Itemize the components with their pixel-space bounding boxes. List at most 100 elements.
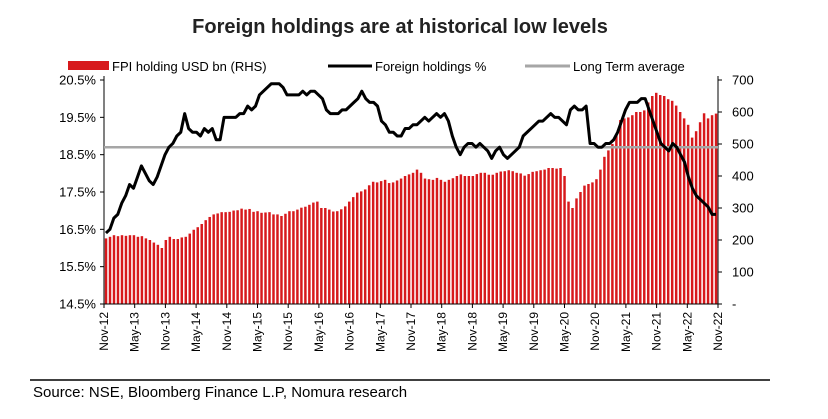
fpi-bar xyxy=(324,208,327,304)
fpi-bar xyxy=(523,175,526,304)
fpi-bar xyxy=(447,179,451,304)
fpi-bar xyxy=(627,117,630,304)
legend-label-fpi: FPI holding USD bn (RHS) xyxy=(112,59,267,74)
x-tick-label: Nov-21 xyxy=(650,312,664,351)
x-tick-label: Nov-17 xyxy=(404,312,418,351)
fpi-bar xyxy=(467,176,471,304)
fpi-bar xyxy=(132,235,136,304)
fpi-bar xyxy=(507,170,510,304)
x-tick-label: May-13 xyxy=(128,312,142,352)
x-tick-label: Nov-16 xyxy=(343,312,357,351)
x-tick-label: Nov-13 xyxy=(158,312,172,351)
fpi-bar xyxy=(144,238,148,304)
legend-label-long-term-average: Long Term average xyxy=(573,59,685,74)
fpi-bar xyxy=(276,214,279,304)
fpi-bar xyxy=(407,174,411,304)
y-right-tick-label: 500 xyxy=(732,137,754,152)
fpi-bar xyxy=(435,177,439,304)
x-tick-label: Nov-20 xyxy=(588,312,602,351)
fpi-bar xyxy=(639,112,642,304)
fpi-bar xyxy=(196,227,199,304)
fpi-bar xyxy=(252,211,255,304)
fpi-bar xyxy=(160,248,164,304)
fpi-bar xyxy=(192,229,195,304)
y-right-tick-label: 600 xyxy=(732,105,754,120)
fpi-bar xyxy=(292,211,295,304)
fpi-bar xyxy=(631,115,634,304)
fpi-bar xyxy=(344,206,347,304)
fpi-bar xyxy=(455,176,459,304)
fpi-bar xyxy=(168,236,172,304)
fpi-bar xyxy=(164,240,168,304)
fpi-bar xyxy=(551,168,554,304)
x-tick-label: Nov-14 xyxy=(220,312,234,351)
fpi-bar xyxy=(395,180,399,304)
fpi-bar xyxy=(539,170,542,304)
fpi-bar xyxy=(188,233,191,304)
fpi-bar xyxy=(611,144,614,304)
fpi-bar xyxy=(120,235,124,304)
fpi-bar xyxy=(423,178,427,304)
fpi-bar xyxy=(355,192,359,304)
fpi-bar xyxy=(527,174,530,304)
y-right-tick-label: 200 xyxy=(732,233,754,248)
fpi-bar xyxy=(670,100,674,304)
fpi-bar xyxy=(491,174,495,304)
y-left-tick-label: 15.5% xyxy=(59,259,96,274)
y-axis-right-ticks: - 100 200 300 400 500 600 700 xyxy=(718,73,754,312)
fpi-bar xyxy=(515,172,518,304)
fpi-bar xyxy=(184,236,188,304)
fpi-bar xyxy=(678,112,682,304)
fpi-bar xyxy=(479,172,483,304)
y-left-tick-label: 20.5% xyxy=(59,73,96,88)
fpi-bar xyxy=(619,120,622,304)
fpi-bar xyxy=(156,244,160,304)
fpi-bar xyxy=(200,224,203,304)
fpi-bar xyxy=(595,179,598,304)
legend-swatch-fpi xyxy=(68,61,109,70)
fpi-bar xyxy=(555,168,558,304)
fpi-bar xyxy=(387,183,391,304)
fpi-bar xyxy=(240,208,243,304)
fpi-bar xyxy=(583,185,586,304)
fpi-bar xyxy=(571,208,574,304)
y-left-tick-label: 16.5% xyxy=(59,222,96,237)
foreign-holdings-line xyxy=(104,82,717,235)
fpi-bar xyxy=(587,184,590,304)
fpi-bar xyxy=(176,239,180,304)
fpi-bar xyxy=(172,239,176,304)
fpi-bar xyxy=(439,179,443,304)
fpi-bar xyxy=(328,209,331,304)
fpi-bar xyxy=(140,236,144,304)
fpi-bar xyxy=(204,220,207,304)
fpi-bar xyxy=(108,236,112,304)
x-tick-label: May-18 xyxy=(435,312,449,352)
x-tick-label: Nov-19 xyxy=(527,312,541,351)
fpi-bar xyxy=(547,168,550,304)
x-tick-label: May-15 xyxy=(251,312,265,352)
fpi-bar xyxy=(603,156,606,304)
fpi-bar xyxy=(336,211,339,304)
fpi-bar xyxy=(391,182,395,304)
x-tick-label: May-21 xyxy=(619,312,633,352)
fpi-bar xyxy=(248,208,251,304)
x-tick-label: Nov-15 xyxy=(281,312,295,351)
fpi-bars xyxy=(104,92,718,305)
fpi-bar xyxy=(658,95,662,304)
fpi-bar xyxy=(706,118,710,305)
fpi-bar xyxy=(662,96,666,304)
fpi-bar xyxy=(148,240,152,304)
fpi-bar xyxy=(698,122,702,305)
fpi-bar xyxy=(244,209,247,304)
fpi-bar xyxy=(128,235,132,304)
fpi-bar xyxy=(563,176,566,304)
fpi-bar xyxy=(623,118,626,305)
fpi-bar xyxy=(411,172,415,304)
fpi-bar xyxy=(655,92,658,304)
fpi-bar xyxy=(615,134,618,304)
fpi-bar xyxy=(320,208,323,304)
fpi-bar xyxy=(607,150,610,304)
x-tick-label: May-19 xyxy=(496,312,510,352)
fpi-bar xyxy=(124,235,128,304)
fpi-bar xyxy=(340,209,343,304)
